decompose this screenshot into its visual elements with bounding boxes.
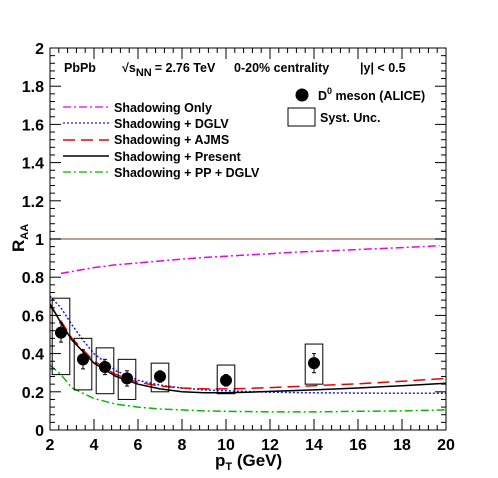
syst-box-2 [95,347,115,395]
syst-box-1 [73,337,93,391]
data-point-6 [308,357,320,370]
legend-item-d0-meson: D0 meson (ALICE) [295,86,425,103]
y-tick-label-5: 1 [35,232,44,249]
header-annotation: PbPb √sNN = 2.76 TeV 0-20% centrality |y|… [64,61,406,79]
x-axis-title-main: p [215,451,225,470]
legend-label-shadowing-pp-dglv: Shadowing + PP + DGLV [114,166,260,180]
syst-box-3 [117,358,137,400]
x-axis-title: pT (GeV) [215,451,282,473]
legend-item-syst-unc: Syst. Unc. [287,107,380,127]
header-centrality: 0-20% centrality [234,61,329,75]
x-tick-label-5: 12 [261,437,279,454]
legend-item-shadowing-dglv: Shadowing + DGLV [63,117,229,131]
data-point-1 [77,353,89,366]
y-axis-title-main: R [9,240,28,252]
legend-label-shadowing-present: Shadowing + Present [114,150,242,164]
legend-swatch-d0-marker [295,88,309,102]
x-tick-label-6: 14 [305,437,323,454]
y-tick-label-9: 1.8 [22,79,44,96]
series-line-4 [50,364,446,413]
y-axis-title-sub: AA [19,224,31,240]
header-energy: √sNN = 2.76 TeV [122,61,216,79]
series-line-0 [60,244,440,275]
y-tick-label-10: 2 [35,41,44,58]
legend-d0-letter: D [318,89,327,103]
legend-swatch-syst-box [287,107,316,127]
syst-box-4 [150,362,170,393]
syst-box-5 [216,364,236,395]
legend-label-syst-unc: Syst. Unc. [320,111,380,125]
y-tick-label-3: 0.6 [22,308,44,325]
x-tick-label-1: 4 [90,437,99,454]
y-tick-label-4: 0.8 [22,270,44,287]
legend-label-shadowing-ajms: Shadowing + AJMS [114,133,229,147]
legend-label-shadowing-dglv: Shadowing + DGLV [114,117,229,131]
legend-item-shadowing-only: Shadowing Only [63,101,212,115]
legend-item-shadowing-ajms: Shadowing + AJMS [63,133,229,147]
y-axis-title: RAA [9,224,31,252]
x-tick-label-8: 18 [393,437,411,454]
data-point-0 [55,326,67,339]
legend-item-shadowing-present: Shadowing + Present [63,150,242,164]
axis-ticks: 2 4 6 8 10 12 14 16 18 2000.20.40.60.811.21.41.61… [22,41,455,454]
y-tick-label-1: 0.2 [22,385,44,402]
plot-area [50,238,446,413]
header-energy-s: s [129,61,136,75]
x-tick-label-0: 2 [46,437,55,454]
header-energy-sub: NN [136,67,152,79]
y-tick-label-7: 1.4 [22,156,44,173]
x-tick-label-3: 8 [178,437,187,454]
header-system: PbPb [64,61,96,75]
legend-label-d0-meson: D0 meson (ALICE) [318,86,425,103]
syst-box-6 [304,343,324,385]
data-point-5 [220,374,232,387]
legend-item-shadowing-pp-dglv: Shadowing + PP + DGLV [63,166,260,180]
legend-label-shadowing-only: Shadowing Only [114,101,212,115]
y-tick-label-0: 0 [35,423,44,440]
data-point-4 [154,370,166,383]
legend-d0-rest: meson (ALICE) [332,89,425,103]
x-axis-title-sub: T [225,461,232,473]
data-point-2 [99,360,111,373]
x-tick-label-4: 10 [217,437,235,454]
y-tick-label-6: 1.2 [22,194,44,211]
x-tick-label-2: 6 [134,437,143,454]
y-tick-label-8: 1.6 [22,117,44,134]
legend: Shadowing Only Shadowing + DGLV Shadowin… [63,86,425,180]
x-tick-label-7: 16 [349,437,367,454]
header-energy-sqrt: √ [122,61,129,75]
legend-d0-sup: 0 [327,86,332,96]
x-tick-label-9: 20 [437,437,455,454]
header-rapidity: |y| < 0.5 [360,61,406,75]
data-point-3 [121,372,133,385]
header-energy-value: = 2.76 TeV [155,61,216,75]
y-tick-label-2: 0.4 [22,347,44,364]
syst-box-0 [51,297,71,376]
x-axis-title-unit: (GeV) [232,451,282,470]
